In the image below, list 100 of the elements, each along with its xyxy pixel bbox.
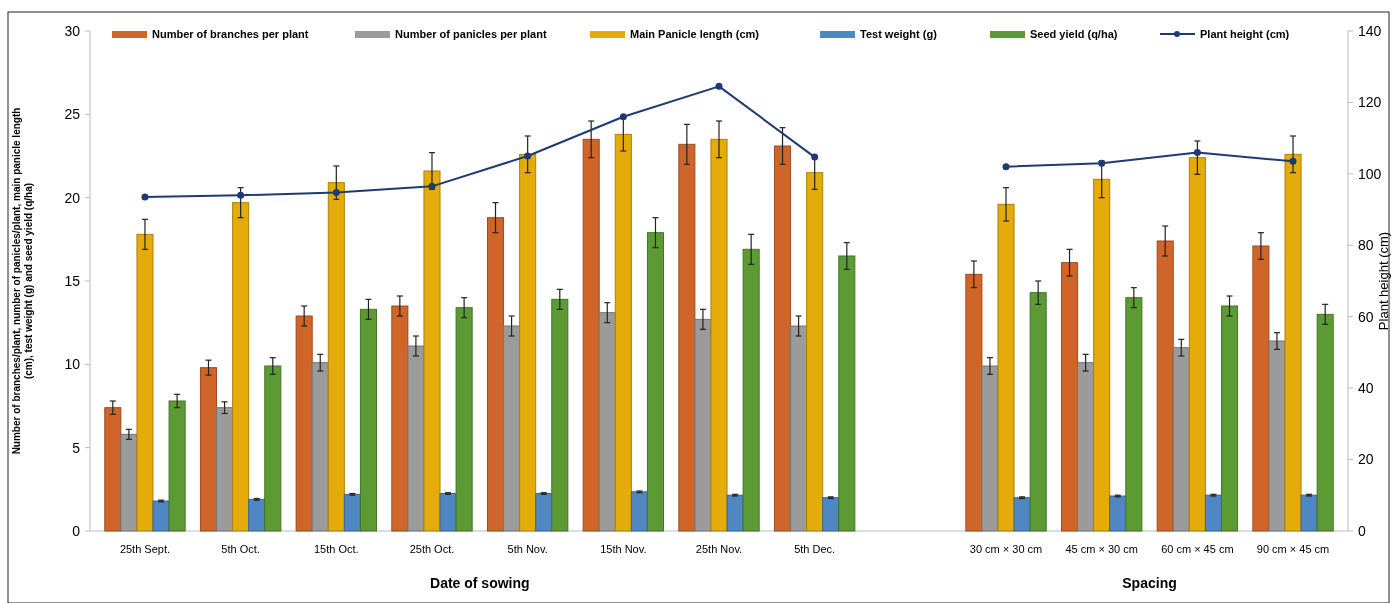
point	[1289, 157, 1297, 165]
y2-tick-label: 20	[1358, 451, 1374, 468]
x-tick-label: 45 cm × 30 cm	[1065, 543, 1138, 555]
y2-tick-label: 0	[1358, 522, 1366, 539]
bar	[742, 248, 760, 532]
bar	[327, 182, 345, 532]
bar	[1172, 347, 1190, 532]
bar	[248, 498, 266, 532]
bar	[1316, 313, 1334, 532]
bar	[726, 494, 744, 532]
x-tick-label: 15th Oct.	[313, 543, 359, 555]
bar	[1093, 178, 1111, 532]
point	[141, 193, 149, 201]
bar	[1252, 245, 1270, 532]
bar	[1061, 262, 1079, 532]
point	[237, 191, 245, 199]
bar	[439, 493, 457, 532]
bar	[232, 202, 250, 532]
legend-label: Test weight (g)	[860, 27, 938, 40]
bar	[407, 345, 425, 532]
bar	[822, 497, 840, 532]
legend-label: Plant height (cm)	[1200, 27, 1290, 40]
legend-label: Main Panicle length (cm)	[630, 27, 760, 40]
legend-label: Seed yield (q/ha)	[1030, 27, 1118, 40]
point	[1193, 148, 1201, 156]
bar	[295, 315, 313, 532]
bar	[551, 298, 569, 532]
x-axis-title: Date of sowing	[430, 575, 530, 591]
bar	[264, 365, 282, 532]
bar	[455, 307, 473, 532]
bar	[168, 400, 186, 532]
bar	[965, 273, 983, 532]
x-tick-label: 25th Nov.	[695, 543, 743, 555]
x-tick-label: 5th Dec.	[794, 543, 836, 555]
bar	[1300, 494, 1318, 532]
bar	[104, 407, 122, 532]
y2-tick-label: 80	[1358, 237, 1374, 254]
bar	[1204, 494, 1222, 532]
bar	[503, 325, 521, 532]
bar	[1125, 297, 1143, 532]
point	[524, 152, 532, 160]
bar	[981, 365, 999, 532]
x-tick-label: 90 cm × 45 cm	[1256, 543, 1330, 555]
bar	[773, 145, 792, 532]
point	[1002, 163, 1010, 171]
y2-tick-label: 40	[1358, 380, 1374, 397]
bar	[614, 133, 632, 532]
bar	[838, 255, 856, 532]
text: Spacing	[1122, 575, 1177, 591]
legend-label: Number of branches per plant	[152, 27, 309, 40]
bar	[582, 138, 600, 532]
y2-axis-title: Plant height (cm)	[1376, 231, 1391, 331]
bar	[359, 308, 377, 532]
x-tick-label: 15th Nov.	[600, 543, 647, 555]
x-tick-label: 30 cm × 30 cm	[969, 543, 1043, 555]
y2-tick-label: 140	[1358, 22, 1382, 39]
bar	[1188, 157, 1206, 532]
bar	[1268, 340, 1286, 532]
y-tick-label: 30	[64, 22, 81, 39]
x-tick-label: 25th Sept.	[119, 543, 171, 555]
bar	[694, 318, 712, 532]
bar	[519, 153, 537, 532]
bar	[1220, 305, 1239, 532]
bar	[1029, 292, 1047, 532]
bar	[535, 493, 553, 532]
bar	[120, 433, 138, 532]
x-tick-label: 5th Oct.	[221, 543, 260, 555]
bar	[216, 407, 234, 532]
bar	[1284, 153, 1302, 532]
bar	[1109, 495, 1127, 532]
bar	[199, 367, 218, 532]
bar	[391, 305, 409, 532]
legend-label: Number of panicles per plant	[395, 27, 547, 40]
bar	[710, 138, 728, 532]
x-tick-label: 60 cm × 45 cm	[1161, 543, 1234, 555]
bar	[790, 325, 808, 532]
y-tick-label: 0	[72, 522, 81, 539]
x-tick-label: 5th Nov.	[507, 543, 548, 555]
bar	[1013, 497, 1031, 532]
bar	[1156, 240, 1174, 532]
bar	[1077, 362, 1095, 532]
x-tick-label: 25th Oct.	[409, 543, 455, 555]
point	[715, 82, 723, 90]
bar	[997, 203, 1015, 532]
bar	[486, 217, 505, 532]
y-tick-label: 25	[64, 106, 81, 123]
y-axis-title: Number of branches/plant, number of panicles/plant, main panicle length (cm), test weight (g) and seed yield (q/ha)	[11, 107, 34, 455]
point	[332, 188, 340, 196]
bar	[423, 170, 441, 532]
bar	[343, 493, 361, 532]
bar	[806, 172, 824, 532]
bar	[311, 362, 329, 532]
bar	[136, 233, 154, 532]
y-tick-label: 10	[64, 356, 81, 373]
bar	[646, 232, 665, 532]
bar	[598, 312, 616, 532]
y-tick-label: 20	[64, 189, 81, 206]
y2-tick-label: 60	[1358, 308, 1374, 325]
y-tick-label: 5	[72, 439, 81, 456]
y2-tick-label: 100	[1358, 165, 1382, 182]
